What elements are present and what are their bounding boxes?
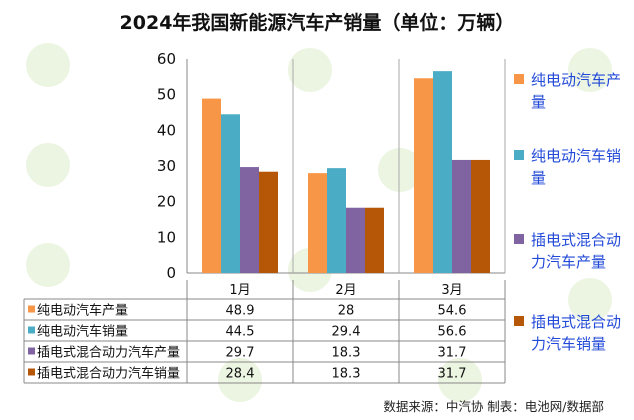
legend-label: 纯电动汽车销 (531, 147, 621, 165)
table-cell: 31.7 (438, 346, 467, 361)
y-tick-label: 60 (157, 50, 176, 68)
bar (308, 173, 327, 273)
table-cell: 18.3 (332, 367, 361, 382)
legend-label: 插电式混合动 (531, 231, 621, 249)
legend-swatch (514, 74, 524, 84)
bar (471, 159, 490, 273)
watermark-logo-icon (568, 48, 612, 92)
y-tick-label: 30 (157, 157, 176, 175)
table-cell: 28 (338, 304, 355, 319)
legend-label: 量 (531, 169, 546, 187)
bar (221, 114, 240, 274)
x-tick-label: 3月 (441, 283, 462, 298)
table-row-label: 插电式混合动力汽车销量 (37, 366, 180, 382)
watermark-logo-icon (438, 358, 482, 402)
watermark-logo-icon (288, 48, 332, 92)
table-cell: 18.3 (332, 346, 361, 361)
table-legend-key (28, 347, 35, 355)
y-tick-label: 10 (157, 228, 176, 246)
table-row-label: 插电式混合动力汽车产量 (37, 345, 180, 361)
watermark-logo-icon (218, 358, 262, 402)
table-cell: 54.6 (438, 304, 467, 319)
plot-area: 0 10 20 30 40 50 60 (157, 50, 506, 282)
table-cell: 29.7 (226, 346, 255, 361)
legend-label: 力汽车销量 (531, 335, 606, 353)
legend-swatch (514, 234, 524, 244)
table-row-label: 纯电动汽车产量 (37, 303, 128, 319)
table-row-label: 纯电动汽车销量 (37, 324, 128, 340)
legend-label: 纯电动汽车产 (531, 71, 621, 89)
bar (259, 171, 278, 273)
y-tick-label: 0 (166, 264, 176, 282)
legend-swatch (514, 150, 524, 160)
bar (240, 167, 259, 273)
watermark-logo-icon (26, 143, 70, 187)
table-cell: 31.7 (438, 367, 467, 382)
chart-title: 2024年我国新能源汽车产销量（单位：万辆） (120, 11, 515, 34)
bar (327, 168, 346, 273)
watermark-logo-icon (26, 243, 70, 287)
table-cell: 48.9 (226, 304, 255, 319)
source-note: 数据来源：中汽协 制表：电池网/数据部 (383, 399, 604, 414)
watermark-logo-icon (378, 148, 422, 192)
y-tick-label: 40 (157, 121, 176, 139)
legend-swatch (514, 316, 524, 326)
table-cell: 29.4 (332, 325, 361, 340)
table-legend-key (28, 305, 35, 313)
table-cell: 44.5 (226, 325, 255, 340)
table-legend-key (28, 368, 35, 376)
table-cell: 28.4 (226, 367, 255, 382)
x-tick-label: 2月 (335, 283, 356, 298)
bar (414, 78, 433, 273)
bar (452, 159, 471, 273)
watermark-logo-icon (568, 278, 612, 322)
bar (365, 207, 384, 273)
watermark-logo-icon (26, 43, 70, 87)
y-tick-label: 20 (157, 193, 176, 211)
legend-label: 力汽车产量 (531, 253, 606, 271)
bar (202, 98, 221, 273)
table-cell: 56.6 (438, 325, 467, 340)
bar (346, 207, 365, 273)
bar (433, 71, 452, 273)
legend-label: 插电式混合动 (531, 313, 621, 331)
legend-label: 量 (531, 93, 546, 111)
table-legend-key (28, 326, 35, 334)
y-tick-label: 50 (157, 86, 176, 104)
x-tick-label: 1月 (229, 283, 250, 298)
